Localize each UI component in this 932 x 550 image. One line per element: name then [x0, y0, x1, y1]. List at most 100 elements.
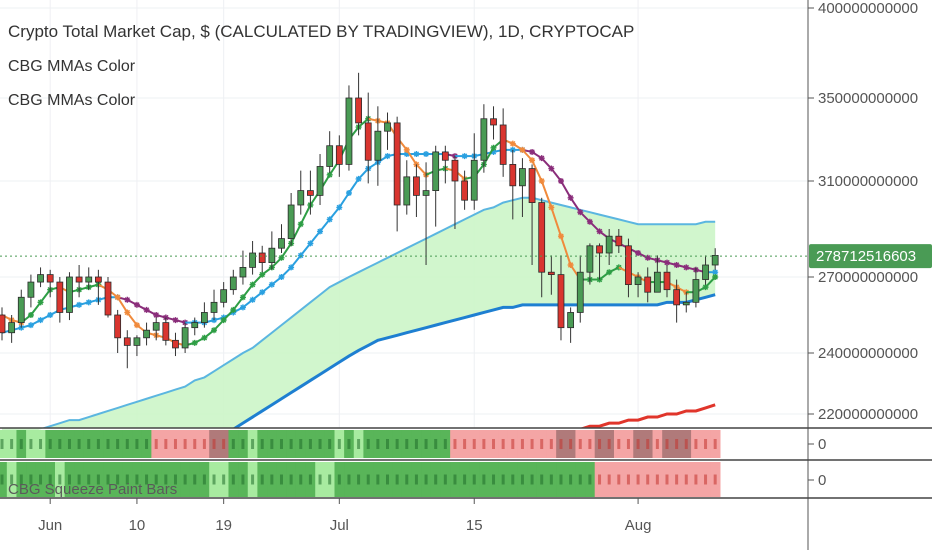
squeeze-panel-2-histogram-bar — [19, 474, 23, 485]
squeeze-panel-2-histogram-bar — [193, 474, 197, 485]
candle-body — [519, 168, 526, 187]
squeeze-panel-1-histogram-bar — [328, 439, 332, 449]
squeeze-panel-1-histogram-bar — [347, 439, 351, 449]
candle-body — [615, 235, 623, 247]
squeeze-panel-2-histogram-bar — [10, 474, 14, 485]
squeeze-panel-1-histogram-bar — [106, 439, 110, 449]
candle-body — [384, 122, 391, 132]
squeeze-panel-2-histogram-bar — [694, 474, 698, 485]
squeeze-panel-2-histogram-bar — [588, 474, 592, 485]
squeeze-panel-2-histogram-bar — [241, 474, 245, 485]
ema-fast-marker — [201, 334, 208, 341]
squeeze-panel-1-histogram-bar — [202, 439, 206, 449]
y-tick-label: 240000000000 — [818, 345, 918, 362]
candle-body — [711, 254, 719, 266]
squeeze-panel-1-histogram-bar — [241, 439, 245, 449]
squeeze-panel-2-histogram-bar — [337, 474, 341, 485]
squeeze-panel-1-histogram-bar — [665, 439, 669, 449]
squeeze-panel-1-histogram-bar — [694, 439, 698, 449]
indicator-legend-squeeze[interactable]: CBG Squeeze Paint Bars — [8, 481, 178, 498]
squeeze-panel-2-histogram-bar — [87, 474, 91, 485]
candle-body — [702, 264, 709, 280]
squeeze-panel-1-histogram-bar — [636, 439, 640, 449]
ema-fast-segment — [540, 180, 553, 208]
candle-body — [8, 322, 16, 334]
squeeze-panel-2-histogram-bar — [520, 474, 524, 485]
squeeze-panel-1-histogram-bar — [29, 439, 33, 449]
candle-body — [682, 301, 690, 306]
x-tick-label: 15 — [466, 517, 483, 534]
squeeze-panel-2-histogram-bar — [29, 474, 33, 485]
squeeze-panel-1-histogram-bar — [684, 439, 688, 449]
squeeze-panel-1-histogram-bar — [145, 439, 149, 449]
indicator-legend-2[interactable]: CBG MMAs Color — [8, 92, 136, 109]
candle-body — [673, 289, 681, 306]
squeeze-panel-1-histogram-bar — [183, 439, 187, 449]
squeeze-panel-1-histogram-bar — [607, 439, 611, 449]
squeeze-panel-1-histogram-bar — [559, 439, 563, 449]
squeeze-panel-2-histogram-bar — [212, 474, 216, 485]
ma-light-line — [41, 196, 716, 428]
ema-mid-marker — [37, 317, 44, 324]
x-tick-label: Jun — [38, 517, 62, 534]
ema-mid-marker — [345, 190, 352, 196]
ema-mid-marker — [162, 314, 169, 321]
candle-body — [547, 271, 555, 276]
ema-mid-marker — [683, 264, 690, 271]
candle-body — [316, 166, 324, 196]
squeeze-panel-1-histogram-bar — [164, 439, 168, 449]
squeeze-panel-1-histogram-bar — [77, 439, 81, 449]
squeeze-panel-1-histogram-bar — [646, 439, 650, 449]
ma-red-line — [569, 403, 716, 428]
ema-mid-marker — [268, 281, 275, 288]
squeeze-panel-1-histogram-bar — [482, 439, 486, 449]
candle-body — [326, 145, 334, 167]
indicator-legend-1[interactable]: CBG MMAs Color — [8, 58, 136, 75]
squeeze-panel-2-histogram-bar — [145, 474, 149, 485]
ema-fast-marker — [567, 262, 574, 268]
candle-body — [220, 289, 228, 303]
squeeze-panel-1-histogram-bar — [19, 439, 23, 449]
squeeze-panel-2-histogram-bar — [318, 474, 322, 485]
candle-body — [393, 122, 401, 206]
candle-body — [403, 176, 411, 206]
squeeze-panel-1-histogram-bar — [357, 439, 361, 449]
squeeze-panel-1-histogram-bar — [173, 439, 177, 449]
squeeze-panel-1-histogram-bar — [193, 439, 197, 449]
squeeze-panel-2-histogram-bar — [260, 474, 264, 485]
squeeze-panel-1-histogram-bar — [501, 439, 505, 449]
squeeze-panel-1-histogram-bar — [279, 439, 283, 449]
squeeze-panel-1-histogram-bar — [549, 439, 553, 449]
ema-fast-segment — [483, 147, 495, 165]
squeeze-panel-2-histogram-bar — [684, 474, 688, 485]
candle-body — [355, 97, 362, 124]
candle-body — [0, 314, 6, 334]
squeeze-panel-2-histogram-bar — [299, 474, 303, 485]
candle-body — [441, 151, 449, 161]
squeeze-panel-2-histogram-bar — [443, 474, 447, 485]
candle-body — [364, 122, 372, 161]
squeeze-panel-1-histogram-bar — [231, 439, 235, 449]
squeeze-panel-1-histogram-bar — [443, 439, 447, 449]
candle-body — [432, 151, 440, 191]
candle-body — [538, 202, 546, 273]
candle-body — [297, 190, 305, 206]
squeeze-panel-2-histogram-bar — [414, 474, 418, 485]
squeeze-panel-1-histogram-bar — [48, 439, 52, 449]
squeeze-panel-2-histogram-bar — [424, 474, 428, 485]
candle-body — [85, 276, 93, 283]
squeeze-panel-1-histogram-bar — [472, 439, 476, 449]
y-tick-label: 220000000000 — [818, 406, 918, 423]
candle-body — [249, 252, 256, 268]
candle-body — [56, 281, 64, 313]
ema-mid-marker — [317, 228, 324, 235]
squeeze-panel-2-cell — [0, 462, 8, 497]
candle-body — [461, 180, 468, 201]
squeeze-panel-1-histogram-bar — [289, 439, 293, 449]
squeeze-panel-2-histogram-bar — [395, 474, 399, 485]
squeeze-panel-1-histogram-bar — [135, 439, 139, 449]
squeeze-panel-2-histogram-bar — [173, 474, 177, 485]
squeeze-panel-1-histogram-bar — [260, 439, 264, 449]
candle-body — [229, 276, 237, 291]
